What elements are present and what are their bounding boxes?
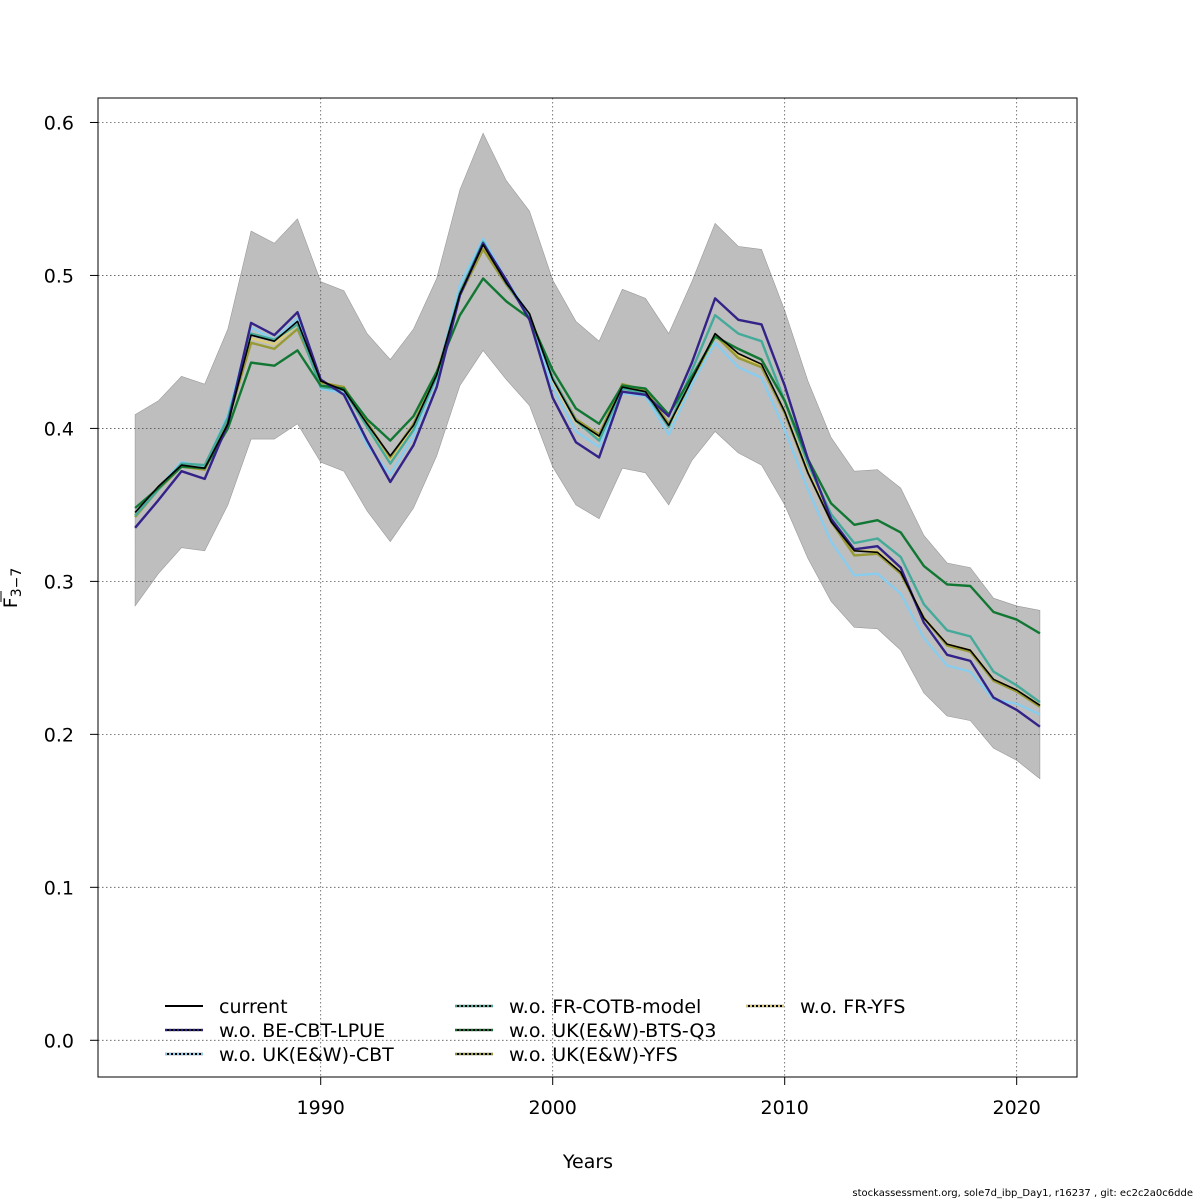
y-tick-label: 0.0 — [44, 1030, 74, 1052]
legend-label: w.o. FR-COTB-model — [509, 996, 701, 1018]
legend-label: w.o. UK(E&W)-CBT — [219, 1044, 394, 1066]
series-line-0 — [134, 244, 1041, 706]
legend-label: w.o. BE-CBT-LPUE — [219, 1020, 385, 1042]
legend-label: w.o. UK(E&W)-BTS-Q3 — [509, 1020, 716, 1042]
grid-layer — [98, 98, 1077, 1077]
x-tick-label: 2020 — [993, 1097, 1041, 1119]
series-line-1 — [134, 242, 1041, 728]
confidence-band-layer — [134, 132, 1041, 780]
y-tick-label: 0.2 — [44, 724, 74, 746]
x-tick-label: 1990 — [297, 1097, 345, 1119]
y-axis-title: F3−7 — [0, 568, 25, 608]
series-line-4 — [134, 277, 1041, 635]
y-tick-label: 0.4 — [44, 418, 74, 440]
svg-text:F3−7: F3−7 — [0, 568, 25, 608]
footer-note: stockassessment.org, sole7d_ibp_Day1, r1… — [852, 1188, 1193, 1199]
x-tick-label: 2000 — [529, 1097, 577, 1119]
series-layer — [134, 237, 1041, 728]
series-line-2 — [134, 237, 1041, 716]
y-axis-title-main: F — [0, 597, 22, 608]
y-tick-label: 0.3 — [44, 571, 74, 593]
legend-label: w.o. UK(E&W)-YFS — [509, 1044, 678, 1066]
legend-label: current — [219, 996, 288, 1018]
plot-frame — [97, 97, 1078, 1078]
y-tick-label: 0.5 — [44, 265, 74, 287]
x-axis-title: Years — [562, 1151, 613, 1173]
series-line-5 — [134, 248, 1041, 708]
confidence-band — [134, 132, 1041, 780]
x-tick-label: 2010 — [761, 1097, 809, 1119]
y-axis-title-subscript: 3−7 — [9, 568, 25, 598]
legend-label: w.o. FR-YFS — [800, 996, 905, 1018]
y-tick-label: 0.1 — [44, 877, 74, 899]
y-tick-label: 0.6 — [44, 112, 74, 134]
axis-layer: 1990 2000 2010 2020 0.0 0.1 0.2 0.3 0.4 0.5 0.6 — [44, 112, 1041, 1119]
